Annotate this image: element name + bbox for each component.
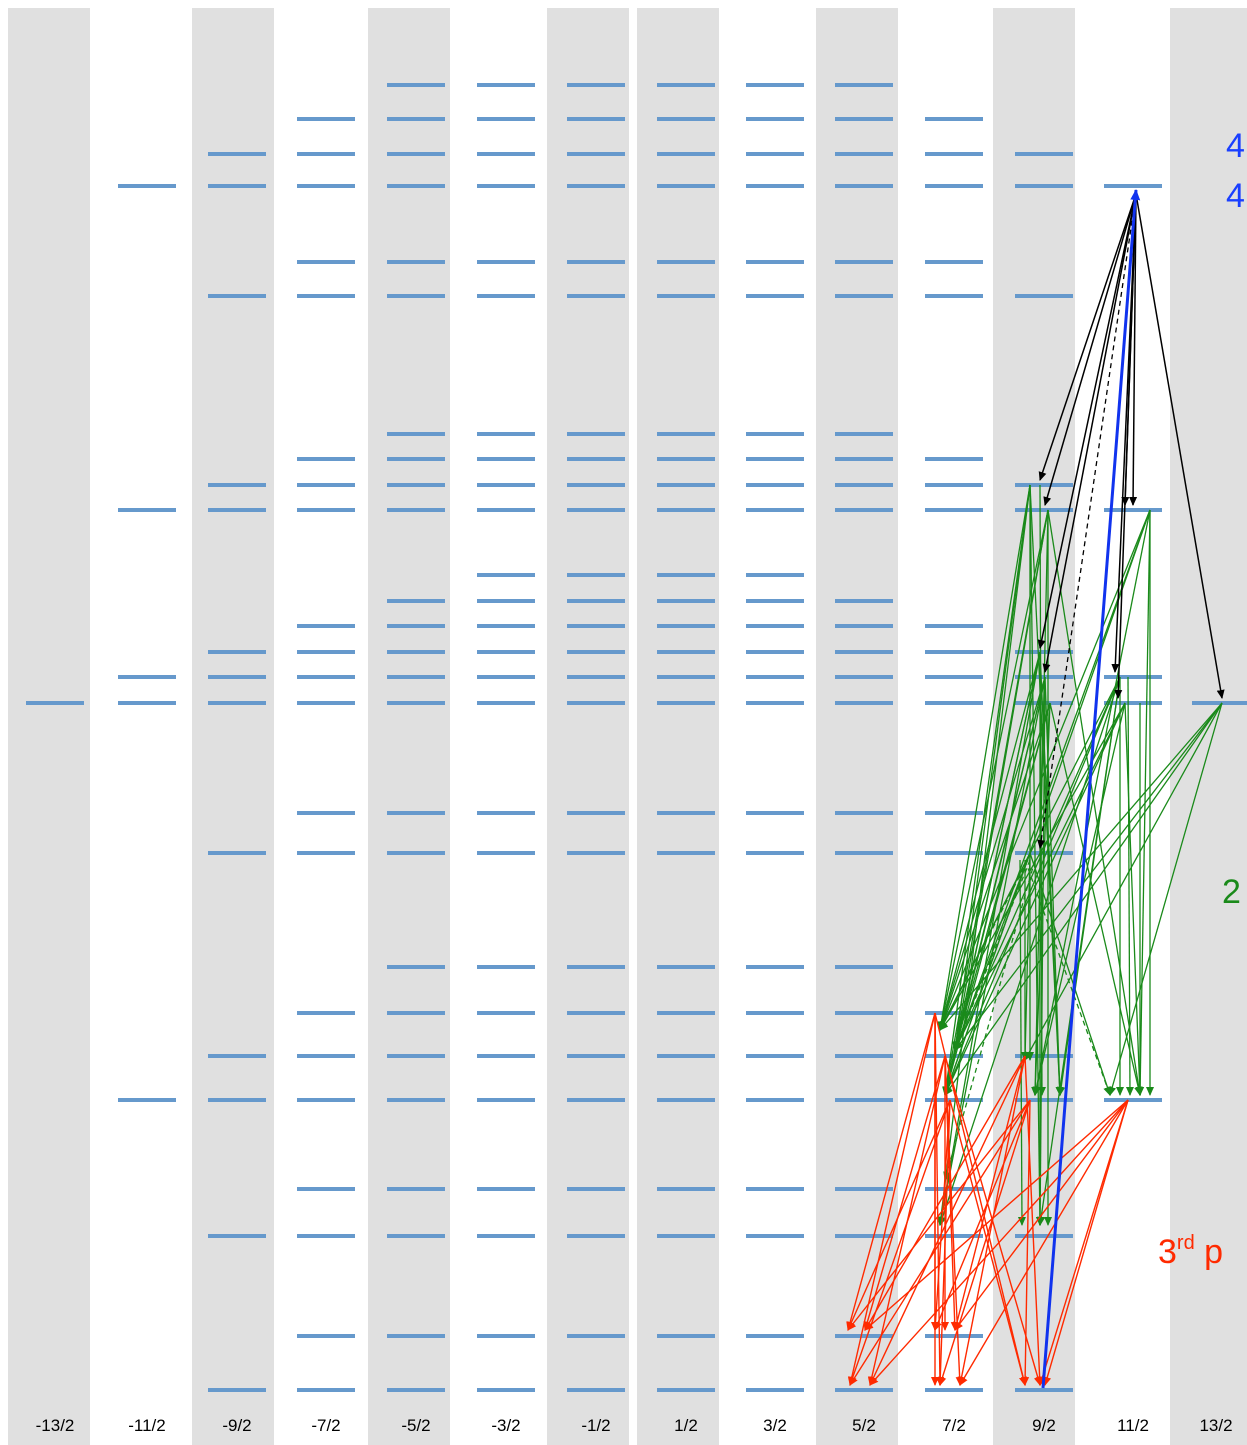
column-label: 9/2 [1032,1416,1056,1435]
transition-arrow [869,1055,1026,1386]
column-label: 7/2 [942,1416,966,1435]
transition-arrow [1129,193,1138,506]
column-label: -11/2 [128,1416,166,1435]
transition-arrow [1125,676,1134,1096]
energy-levels [26,83,1247,1392]
transition-arrow [847,1099,951,1331]
column-label: 3/2 [763,1416,787,1435]
column-shade [637,8,719,1445]
column-shade [8,8,90,1445]
transition-arrow [1017,859,1026,1226]
transition-arrow [1037,193,1137,649]
transition-arrow [1024,859,1112,1096]
side-label-red-main: 3 [1158,1233,1177,1271]
transition-arrow [1038,193,1137,481]
transition-arrow [1047,509,1143,1096]
transition-arrow [944,702,1126,1096]
transition-arrows [846,189,1225,1389]
transition-arrow [1124,702,1144,1096]
transition-arrow [846,1012,936,1331]
transition-arrow [1049,702,1143,1096]
transition-arrow [937,484,1031,1031]
transition-arrow [863,1055,946,1331]
transition-arrow [938,676,1046,1031]
transition-arrow [1042,193,1137,673]
column-label: -3/2 [491,1416,520,1435]
side-label-blue-1: 4 [1226,127,1245,165]
transition-arrow [942,509,1049,1096]
column-label: -7/2 [311,1416,340,1435]
transition-arrow [847,1099,1031,1331]
transition-arrow [848,1099,951,1386]
column-label: 1/2 [674,1416,698,1435]
transition-arrow [1032,509,1151,1096]
transition-arrow [1037,193,1137,849]
transition-arrow [1041,189,1141,1389]
transition-arrow [869,1099,1129,1386]
transition-arrow [1108,702,1223,1096]
transition-arrow [1029,852,1112,1096]
column-label: 11/2 [1117,1416,1149,1435]
column-label: -5/2 [401,1416,430,1435]
transition-arrow [944,702,1223,1096]
side-labels: 4 4 2 3rd p [1158,127,1245,1271]
transition-arrow [849,1099,1031,1386]
transition-arrow [937,651,1041,1226]
transition-arrow [954,1099,1129,1331]
transition-arrow [954,702,1126,1051]
transition-arrow [1024,1055,1044,1386]
column-labels: -13/2 -11/2 -9/2 -7/2 -5/2 -3/2 -1/2 1/2 3/2 5/2 7… [36,1416,1233,1435]
transition-arrow [938,651,1041,1031]
transition-arrow [938,702,1051,1031]
transition-arrow [1038,1099,1129,1386]
transition-arrow [954,702,1223,1051]
side-label-red: 3rd p [1158,1232,1223,1271]
column-label: 13/2 [1199,1416,1232,1435]
transition-arrow [943,852,1031,1096]
transition-arrow [939,852,1031,1031]
transition-arrow [1021,852,1031,1061]
transition-arrow [936,484,1031,1226]
transition-arrow [939,859,1029,1031]
transition-arrow [953,1055,1026,1331]
column-backgrounds [8,8,1247,1445]
transition-arrow [954,852,1031,1051]
transition-arrow [931,1099,951,1331]
column-label: -9/2 [222,1416,251,1435]
transition-arrow [1021,1099,1031,1386]
side-label-green: 2 [1222,873,1241,911]
transition-arrow [943,859,1036,1181]
column-shade [192,8,274,1445]
column-shade [368,8,450,1445]
transition-arrow [1043,193,1137,506]
transition-arrow [1043,1099,1129,1386]
transition-arrow [959,1099,1129,1386]
column-shade [816,8,898,1445]
column-label: -13/2 [36,1416,75,1435]
column-label: -1/2 [581,1416,610,1435]
transition-arrow [1024,702,1223,1061]
side-label-blue-2: 4 [1226,177,1245,215]
side-label-red-tail: p [1195,1233,1223,1271]
transition-arrow [864,1099,1129,1331]
transition-arrow [938,1099,1031,1386]
transition-arrow [954,859,1031,1051]
transition-arrow [934,1099,1031,1331]
transition-arrow [1114,193,1137,699]
column-label: 5/2 [852,1416,876,1435]
column-shade [547,8,629,1445]
transition-arrow [1037,484,1046,1096]
transition-arrow [939,702,1126,1031]
side-label-red-sup: rd [1177,1232,1195,1254]
transition-arrow [1135,193,1225,699]
transition-arrow [1036,676,1046,1226]
